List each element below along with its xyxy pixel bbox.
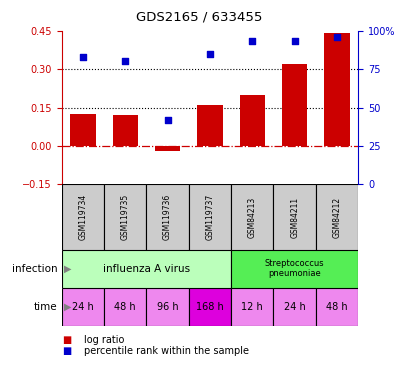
Bar <box>70 114 96 146</box>
Bar <box>189 288 231 326</box>
Bar <box>62 250 231 288</box>
Text: GSM84212: GSM84212 <box>332 196 341 238</box>
Bar <box>231 250 358 288</box>
Bar <box>113 115 138 146</box>
Bar <box>189 184 231 250</box>
Point <box>249 38 256 45</box>
Text: percentile rank within the sample: percentile rank within the sample <box>84 346 249 356</box>
Text: GSM119737: GSM119737 <box>205 194 215 240</box>
Bar <box>231 184 273 250</box>
Point <box>122 58 129 65</box>
Bar <box>146 288 189 326</box>
Text: GSM84213: GSM84213 <box>248 196 257 238</box>
Bar <box>104 288 146 326</box>
Text: 168 h: 168 h <box>196 302 224 312</box>
Point <box>80 54 86 60</box>
Bar <box>273 288 316 326</box>
Bar <box>316 184 358 250</box>
Text: 48 h: 48 h <box>326 302 348 312</box>
Text: GSM119736: GSM119736 <box>163 194 172 240</box>
Text: ■: ■ <box>62 346 71 356</box>
Point <box>207 51 213 57</box>
Point <box>334 34 340 40</box>
Text: 96 h: 96 h <box>157 302 178 312</box>
Text: GSM119734: GSM119734 <box>78 194 88 240</box>
Bar <box>146 184 189 250</box>
Bar <box>273 184 316 250</box>
Text: GSM84211: GSM84211 <box>290 196 299 238</box>
Text: 12 h: 12 h <box>242 302 263 312</box>
Text: influenza A virus: influenza A virus <box>103 264 190 274</box>
Text: 48 h: 48 h <box>114 302 136 312</box>
Bar <box>324 33 350 146</box>
Text: infection: infection <box>12 264 58 274</box>
Bar <box>231 288 273 326</box>
Text: ▶: ▶ <box>64 302 71 312</box>
Text: ▶: ▶ <box>64 264 71 274</box>
Text: GDS2165 / 633455: GDS2165 / 633455 <box>136 11 262 24</box>
Bar <box>62 288 104 326</box>
Point <box>291 38 298 45</box>
Text: time: time <box>34 302 58 312</box>
Bar <box>197 105 222 146</box>
Text: ■: ■ <box>62 335 71 345</box>
Bar <box>240 95 265 146</box>
Point <box>164 117 171 123</box>
Text: 24 h: 24 h <box>284 302 306 312</box>
Bar <box>104 184 146 250</box>
Text: Streptococcus
pneumoniae: Streptococcus pneumoniae <box>265 259 324 278</box>
Bar <box>316 288 358 326</box>
Text: GSM119735: GSM119735 <box>121 194 130 240</box>
Text: 24 h: 24 h <box>72 302 94 312</box>
Bar <box>155 146 180 151</box>
Bar <box>62 184 104 250</box>
Bar <box>282 64 307 146</box>
Text: log ratio: log ratio <box>84 335 124 345</box>
